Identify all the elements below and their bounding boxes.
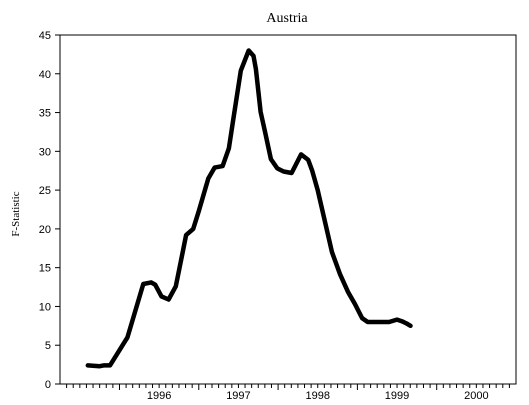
y-tick-label: 25 <box>39 185 51 197</box>
y-tick-label: 35 <box>39 108 51 120</box>
y-tick-label: 5 <box>45 340 51 352</box>
y-tick-label: 20 <box>39 224 51 236</box>
x-tick-label: 2000 <box>464 390 488 402</box>
plot-frame <box>59 34 517 385</box>
x-tick-label: 1997 <box>226 390 250 402</box>
series-line <box>85 48 413 369</box>
y-axis: 0 5 10 15 20 25 30 35 40 45 <box>39 30 60 391</box>
series-layer <box>85 48 413 369</box>
y-tick-label: 30 <box>39 146 51 158</box>
y-tick-label: 0 <box>45 379 51 391</box>
y-tick-label: 45 <box>39 30 51 42</box>
x-tick-label: 1999 <box>385 390 409 402</box>
chart-title: Austria <box>266 11 308 26</box>
x-tick-label: 1998 <box>305 390 329 402</box>
y-tick-label: 10 <box>39 301 51 313</box>
x-tick-label: 1996 <box>147 390 171 402</box>
x-axis: 1996 1997 1998 1999 2000 <box>66 384 510 402</box>
y-axis-label: F-Statistic <box>10 191 22 236</box>
y-tick-label: 40 <box>39 69 51 81</box>
y-tick-label: 15 <box>39 263 51 275</box>
